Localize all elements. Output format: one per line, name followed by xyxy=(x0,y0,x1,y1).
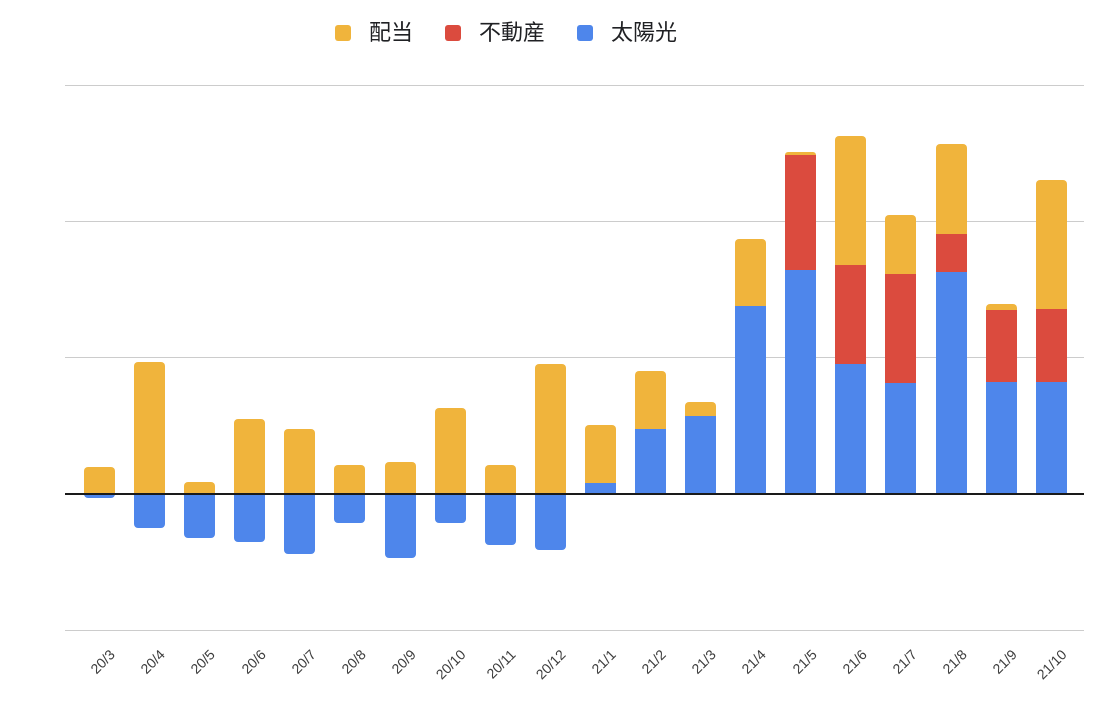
bar-21/6-太陽光[interactable] xyxy=(835,364,867,494)
bar-21/3-配当[interactable] xyxy=(685,401,717,417)
bar-21/9-太陽光[interactable] xyxy=(985,381,1017,494)
bar-20/5-配当[interactable] xyxy=(184,482,216,494)
x-axis-label-21/8: 21/8 xyxy=(939,646,970,677)
gridline xyxy=(65,84,1084,86)
bar-20/8-太陽光[interactable] xyxy=(334,494,366,524)
bar-20/11-太陽光[interactable] xyxy=(484,494,516,546)
legend-item-3: 太陽光 xyxy=(577,22,677,44)
legend-swatch xyxy=(335,25,351,41)
chart-legend: 配当 不動産 太陽光 xyxy=(335,22,677,44)
x-axis-label-21/4: 21/4 xyxy=(738,646,770,677)
bar-20/3-太陽光[interactable] xyxy=(84,494,115,499)
bar-20/7-配当[interactable] xyxy=(284,428,316,494)
x-axis-label-20/8: 20/8 xyxy=(337,646,369,677)
bar-21/6-配当[interactable] xyxy=(835,136,867,265)
bar-20/9-配当[interactable] xyxy=(384,461,416,494)
bar-20/10-太陽光[interactable] xyxy=(434,494,466,524)
bar-21/9-配当[interactable] xyxy=(985,303,1017,310)
bar-21/10-配当[interactable] xyxy=(1035,180,1067,309)
x-axis-label-20/7: 20/7 xyxy=(287,646,319,677)
legend-label: 配当 xyxy=(369,20,414,45)
bar-21/10-不動産[interactable] xyxy=(1035,308,1067,382)
bar-20/6-太陽光[interactable] xyxy=(234,494,266,542)
bar-21/4-太陽光[interactable] xyxy=(735,305,767,494)
gridline xyxy=(65,629,1084,631)
bar-21/1-配当[interactable] xyxy=(584,425,616,484)
x-axis-label-21/9: 21/9 xyxy=(989,646,1020,677)
x-axis-label-20/10: 20/10 xyxy=(432,646,469,683)
x-axis-label-20/4: 20/4 xyxy=(137,646,169,677)
bar-21/2-配当[interactable] xyxy=(634,371,666,429)
bar-20/10-配当[interactable] xyxy=(434,408,466,494)
x-axis-label-20/12: 20/12 xyxy=(532,646,569,683)
bar-21/5-不動産[interactable] xyxy=(785,155,817,271)
x-axis-label-20/3: 20/3 xyxy=(87,646,119,677)
bar-21/8-太陽光[interactable] xyxy=(935,271,967,494)
bar-20/6-配当[interactable] xyxy=(234,419,266,494)
legend-item-2: 不動産 xyxy=(445,22,545,44)
bar-20/3-配当[interactable] xyxy=(84,466,115,494)
bar-21/7-太陽光[interactable] xyxy=(885,382,917,494)
bar-21/2-太陽光[interactable] xyxy=(634,428,666,494)
x-axis-label-21/10: 21/10 xyxy=(1033,646,1070,683)
bar-21/3-太陽光[interactable] xyxy=(685,416,717,494)
bar-21/8-配当[interactable] xyxy=(935,144,967,234)
bar-20/12-太陽光[interactable] xyxy=(534,494,566,550)
x-axis-label-20/6: 20/6 xyxy=(237,646,269,677)
bar-20/7-太陽光[interactable] xyxy=(284,494,316,554)
legend-label: 不動産 xyxy=(479,20,546,45)
x-axis-label-20/11: 20/11 xyxy=(483,646,519,682)
x-axis-label-21/5: 21/5 xyxy=(788,646,820,677)
bar-20/9-太陽光[interactable] xyxy=(384,494,416,559)
bar-21/6-不動産[interactable] xyxy=(835,264,867,365)
x-axis-label-21/3: 21/3 xyxy=(688,646,720,677)
bar-20/11-配当[interactable] xyxy=(484,465,516,494)
x-axis-label-20/5: 20/5 xyxy=(187,646,219,677)
legend-swatch xyxy=(577,25,594,41)
bar-21/10-太陽光[interactable] xyxy=(1035,381,1067,494)
bar-20/12-配当[interactable] xyxy=(534,363,566,494)
zero-axis-line xyxy=(65,493,1084,495)
x-axis-label-21/1: 21/1 xyxy=(588,646,620,677)
x-axis-label-21/7: 21/7 xyxy=(888,646,920,677)
x-axis-label-21/6: 21/6 xyxy=(838,646,870,677)
gridline xyxy=(65,220,1084,222)
bar-20/4-太陽光[interactable] xyxy=(134,494,166,529)
bar-21/7-不動産[interactable] xyxy=(885,273,917,383)
bar-21/5-配当[interactable] xyxy=(785,151,817,156)
legend-label: 太陽光 xyxy=(611,20,678,45)
bar-20/8-配当[interactable] xyxy=(334,464,366,494)
bar-20/5-太陽光[interactable] xyxy=(184,494,216,538)
x-axis-label-21/2: 21/2 xyxy=(638,646,670,677)
bar-21/7-配当[interactable] xyxy=(885,215,917,274)
x-axis-label-20/9: 20/9 xyxy=(388,646,419,677)
bar-21/4-配当[interactable] xyxy=(735,239,767,306)
bar-21/8-不動産[interactable] xyxy=(935,233,967,272)
legend-swatch xyxy=(445,25,462,41)
bar-20/4-配当[interactable] xyxy=(134,361,166,494)
legend-item-1: 配当 xyxy=(335,22,413,44)
bar-21/1-太陽光[interactable] xyxy=(584,483,616,494)
bar-21/5-太陽光[interactable] xyxy=(785,270,817,494)
gridline xyxy=(65,357,1084,359)
bar-21/9-不動産[interactable] xyxy=(985,309,1017,382)
